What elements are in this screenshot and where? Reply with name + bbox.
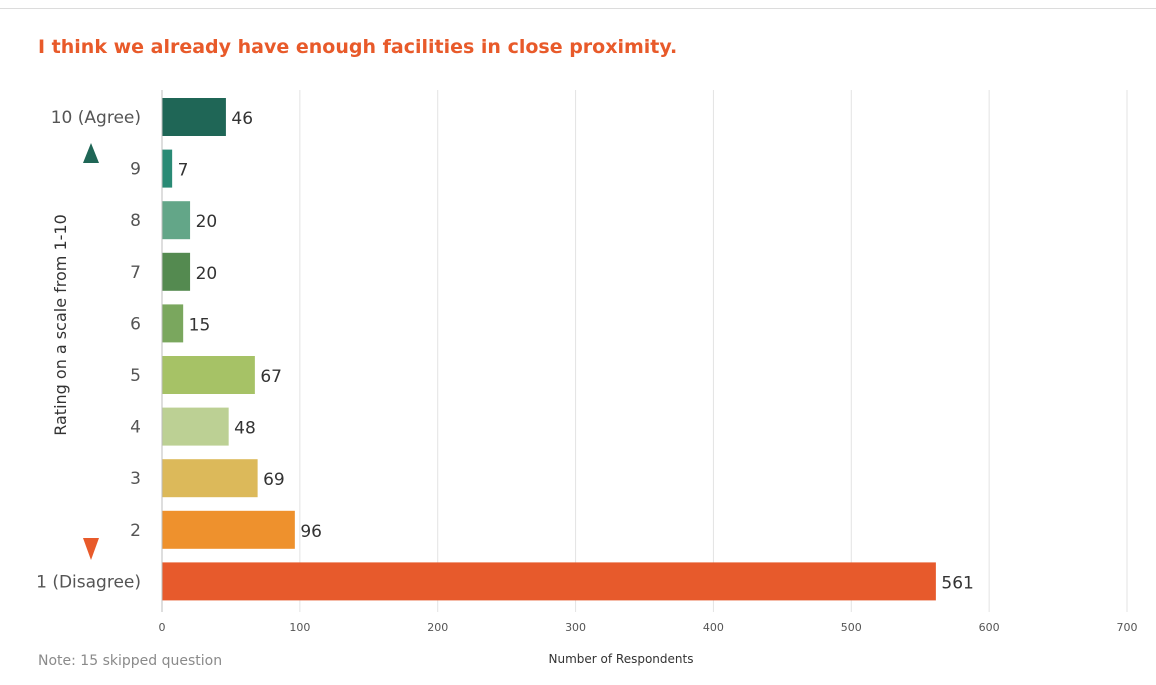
category-label: 5 xyxy=(130,366,141,386)
bar-row: 2 96 xyxy=(130,510,322,549)
data-label: 48 xyxy=(234,419,256,439)
x-axis-ticks: 0 100 200 300 400 500 600 700 xyxy=(159,621,1138,634)
category-label: 7 xyxy=(130,263,141,283)
bar xyxy=(162,201,191,240)
bar-row: 10 (Agree) 46 xyxy=(51,98,253,136)
gridlines xyxy=(161,90,1128,612)
category-label: 4 xyxy=(130,418,141,438)
bar-row: 8 20 xyxy=(130,201,218,240)
data-label: 46 xyxy=(231,109,253,129)
category-label: 1 (Disagree) xyxy=(36,572,141,592)
bar xyxy=(162,304,184,343)
bar-row: 1 (Disagree) 561 xyxy=(36,562,974,601)
bar-row: 5 67 xyxy=(130,356,282,394)
x-tick-label: 400 xyxy=(703,621,724,634)
bar xyxy=(162,407,229,446)
bars: 10 (Agree) 469 78 207 206 155 674 483 692 961 (Di… xyxy=(36,98,974,601)
arrow-down-icon xyxy=(83,538,99,560)
bar-row: 3 69 xyxy=(130,459,285,498)
data-label: 20 xyxy=(196,264,218,284)
bar-row: 7 20 xyxy=(130,252,218,291)
x-axis-title: Number of Respondents xyxy=(549,652,694,666)
x-tick-label: 600 xyxy=(979,621,1000,634)
bar xyxy=(162,562,936,601)
chart-title: I think we already have enough facilitie… xyxy=(38,36,678,58)
data-label: 20 xyxy=(196,212,218,232)
x-tick-label: 300 xyxy=(565,621,586,634)
x-tick-label: 700 xyxy=(1117,621,1138,634)
bar xyxy=(162,510,295,549)
category-label: 3 xyxy=(130,469,141,489)
category-label: 6 xyxy=(130,314,141,334)
data-label: 15 xyxy=(189,315,211,335)
y-axis-title: Rating on a scale from 1-10 xyxy=(51,214,70,436)
skipped-note: Note: 15 skipped question xyxy=(38,653,223,669)
category-label: 9 xyxy=(130,160,141,180)
arrow-up-icon xyxy=(83,143,99,163)
bar xyxy=(162,356,255,394)
data-label: 7 xyxy=(178,161,189,181)
bar xyxy=(162,252,191,291)
category-label: 10 (Agree) xyxy=(51,108,141,128)
x-tick-label: 0 xyxy=(159,621,166,634)
x-tick-label: 200 xyxy=(427,621,448,634)
data-label: 69 xyxy=(263,470,285,490)
bar-row: 6 15 xyxy=(130,304,211,343)
bar xyxy=(162,459,258,498)
data-label: 561 xyxy=(941,573,973,593)
chart-frame xyxy=(0,8,1156,685)
category-label: 2 xyxy=(130,521,141,541)
data-label: 96 xyxy=(300,522,322,542)
bar xyxy=(162,149,173,188)
bar xyxy=(162,98,226,136)
x-tick-label: 500 xyxy=(841,621,862,634)
data-label: 67 xyxy=(260,367,282,387)
x-tick-label: 100 xyxy=(289,621,310,634)
rating-scale-arrow: Rating on a scale from 1-10 xyxy=(51,143,99,560)
category-label: 8 xyxy=(130,211,141,231)
bar-row: 4 48 xyxy=(130,407,256,446)
